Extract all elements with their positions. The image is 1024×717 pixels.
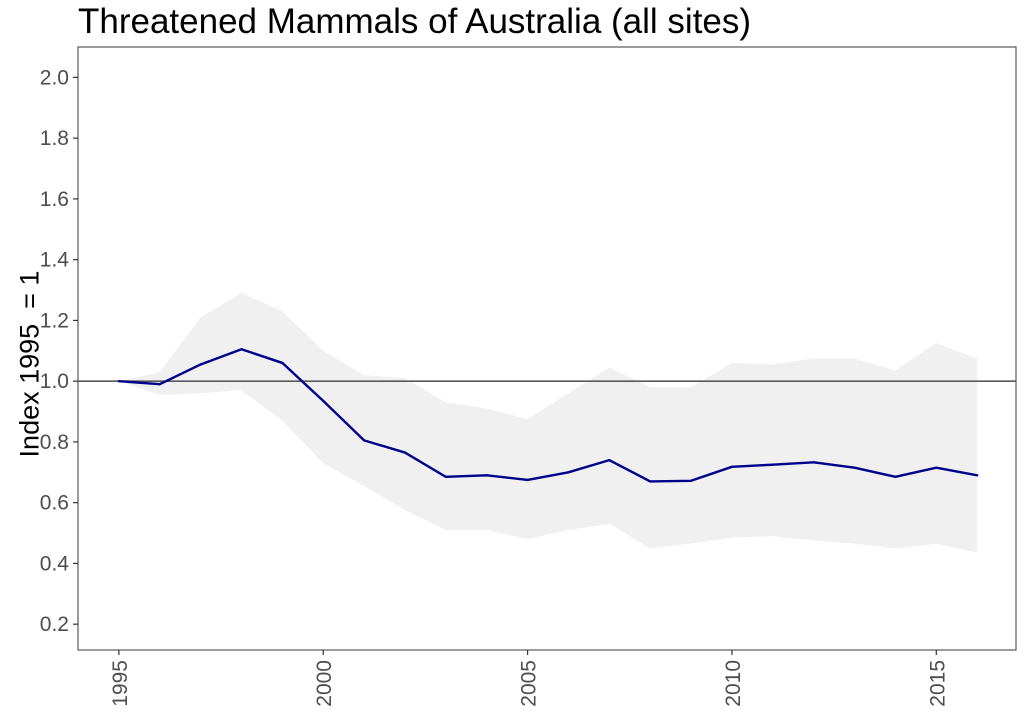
data-point-2002 [403, 451, 407, 454]
data-point-2009 [689, 479, 693, 482]
x-tick-label: 2005 [518, 660, 541, 707]
y-tick-label: 1.4 [40, 249, 70, 272]
data-point-2016 [975, 474, 979, 477]
data-point-2011 [771, 463, 775, 466]
data-point-1996 [158, 382, 161, 386]
data-point-2007 [608, 458, 611, 462]
data-point-2012 [812, 461, 815, 464]
y-tick-label: 0.6 [40, 492, 69, 515]
data-point-2003 [444, 475, 448, 479]
data-point-2008 [649, 480, 652, 483]
x-tick-label: 2010 [722, 660, 745, 707]
y-tick-label: 1.0 [40, 370, 69, 393]
data-point-1999 [281, 361, 284, 365]
y-tick-label: 1.6 [40, 188, 69, 211]
chart-title: Threatened Mammals of Australia (all sit… [78, 2, 752, 41]
data-point-1998 [240, 348, 243, 351]
x-tick-label: 1995 [109, 660, 132, 707]
data-point-1995 [117, 379, 121, 383]
data-point-2010 [730, 465, 734, 469]
data-point-2014 [894, 475, 897, 479]
y-tick-label: 1.2 [40, 309, 69, 332]
confidence-band [118, 293, 978, 553]
y-tick-label: 0.2 [40, 613, 69, 636]
data-point-2000 [322, 399, 325, 403]
data-point-2015 [935, 466, 938, 469]
y-tick-label: 0.8 [40, 431, 69, 454]
index-line [118, 348, 978, 483]
y-tick-label: 0.4 [40, 552, 70, 575]
data-point-2001 [362, 439, 366, 442]
x-tick-label: 2000 [313, 660, 336, 707]
data-point-2006 [567, 471, 570, 474]
x-tick-label: 2015 [926, 660, 949, 707]
y-tick-label: 2.0 [40, 66, 69, 89]
y-tick-label: 1.8 [40, 127, 69, 150]
data-point-1997 [199, 363, 202, 366]
data-point-2005 [526, 478, 529, 482]
data-point-2004 [485, 474, 488, 477]
data-point-2013 [853, 466, 856, 469]
plot-panel-border [77, 46, 1017, 651]
